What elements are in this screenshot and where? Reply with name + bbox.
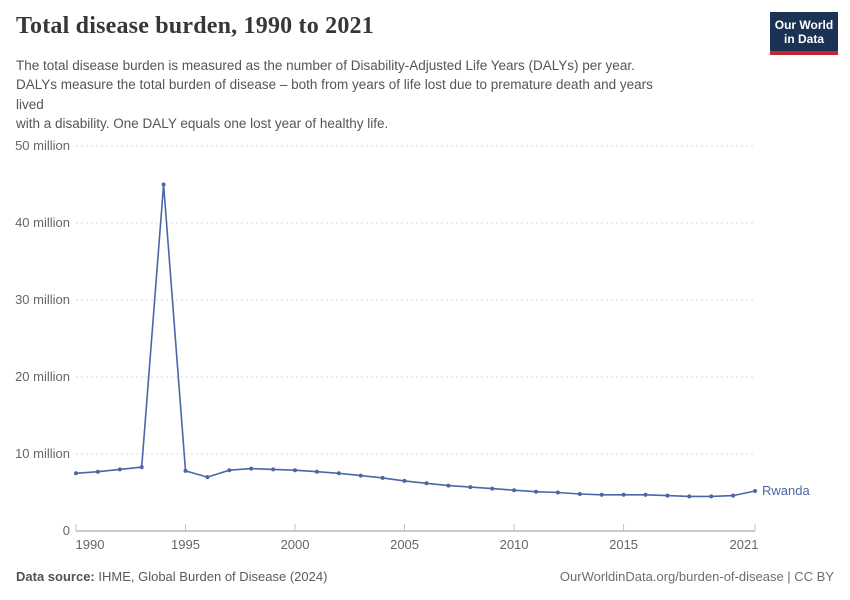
subtitle-line: The total disease burden is measured as … <box>16 58 635 73</box>
owid-logo[interactable]: Our World in Data <box>770 12 838 55</box>
subtitle-line: lived <box>16 96 44 112</box>
license-link[interactable]: OurWorldinData.org/burden-of-disease | C… <box>559 569 834 584</box>
owid-logo-line2: in Data <box>783 32 824 46</box>
chart-subtitle: The total disease burden is measured as … <box>16 56 653 133</box>
series-label-rwanda[interactable]: Rwanda <box>762 482 810 498</box>
chart-title: Total disease burden, 1990 to 2021 <box>16 13 374 39</box>
data-source-value: IHME, Global Burden of Disease (2024) <box>98 569 328 584</box>
subtitle-line: with a disability. One DALY equals one l… <box>16 115 389 131</box>
subtitle-line: DALYs measure the total burden of diseas… <box>16 77 653 93</box>
owid-logo-line1: Our World <box>774 18 834 32</box>
data-source-label: Data source: <box>16 569 95 584</box>
data-source: Data source: IHME, Global Burden of Dise… <box>16 569 327 584</box>
